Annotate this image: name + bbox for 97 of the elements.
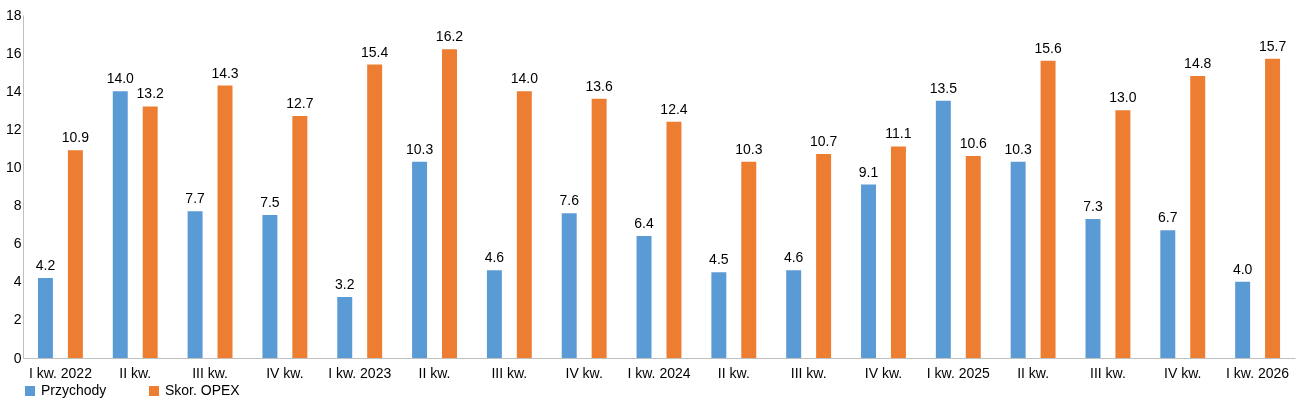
bar — [1160, 230, 1176, 358]
bar — [67, 150, 83, 358]
bar — [786, 270, 802, 358]
bar — [890, 146, 906, 358]
bar — [561, 213, 577, 358]
bar — [292, 115, 308, 358]
data-label: 10.3 — [1004, 140, 1032, 157]
data-label: 4.5 — [709, 251, 729, 268]
data-label: 7.5 — [260, 194, 280, 211]
data-label: 14.0 — [106, 70, 135, 87]
bar — [262, 215, 278, 358]
data-label: 15.6 — [1034, 39, 1062, 56]
bar — [1115, 110, 1131, 358]
bar — [112, 91, 128, 358]
bar — [935, 100, 951, 358]
data-label: 15.7 — [1258, 37, 1287, 54]
x-tick-label: IV kw. — [266, 364, 304, 381]
x-tick-label: II kw. — [119, 364, 152, 381]
bar — [816, 154, 832, 358]
x-tick-label: III kw. — [790, 364, 827, 381]
y-tick-label: 10 — [5, 158, 22, 175]
data-label: 12.7 — [286, 94, 314, 111]
bar — [965, 156, 981, 358]
data-label: 16.2 — [435, 28, 464, 45]
x-tick-label: II kw. — [418, 364, 451, 381]
data-label: 4.6 — [783, 249, 804, 266]
data-label: 4.6 — [484, 249, 505, 266]
bar — [1190, 75, 1206, 358]
bar — [486, 270, 502, 358]
legend-label: Przychody — [41, 382, 107, 398]
data-label: 10.3 — [405, 140, 434, 157]
bar — [1265, 58, 1281, 358]
bar — [142, 106, 158, 358]
bar — [861, 184, 876, 358]
bar — [1010, 161, 1026, 358]
data-label: 10.3 — [735, 140, 763, 157]
data-label: 4.0 — [1232, 260, 1253, 277]
data-label: 13.5 — [929, 79, 958, 96]
data-label: 14.3 — [211, 64, 239, 81]
bar — [187, 211, 203, 358]
bar — [1040, 60, 1056, 358]
bar — [636, 236, 652, 358]
x-tick-label: II kw. — [1017, 364, 1050, 381]
legend-label: Skor. OPEX — [165, 382, 241, 398]
bar — [1235, 281, 1251, 358]
data-label: 10.7 — [809, 133, 838, 150]
x-tick-label: III kw. — [192, 364, 228, 381]
bar — [591, 98, 607, 358]
y-tick-label: 12 — [5, 120, 22, 137]
x-tick-label: I kw. 2025 — [926, 364, 991, 381]
bar — [442, 49, 457, 358]
data-label: 7.7 — [185, 190, 206, 207]
x-tick-label: I kw. 2024 — [627, 364, 691, 381]
x-tick-label: IV kw. — [1164, 364, 1202, 381]
y-tick-label: 16 — [5, 44, 22, 61]
y-tick-label: 18 — [5, 6, 22, 23]
data-label: 7.6 — [559, 192, 580, 209]
x-tick-label: II kw. — [717, 364, 750, 381]
data-label: 14.8 — [1184, 54, 1212, 71]
data-label: 10.9 — [61, 129, 90, 146]
bar — [1085, 218, 1101, 358]
data-label: 9.1 — [858, 163, 879, 180]
bar — [516, 91, 532, 358]
data-label: 6.7 — [1158, 209, 1178, 226]
x-tick-label: I kw. 2023 — [328, 364, 392, 381]
bar — [337, 297, 353, 358]
data-label: 6.4 — [634, 215, 654, 232]
bar — [367, 64, 383, 358]
x-tick-label: I kw. 2026 — [1226, 364, 1290, 381]
data-label: 12.4 — [660, 100, 688, 117]
x-tick-label: I kw. 2022 — [28, 364, 93, 381]
bar — [412, 161, 428, 358]
x-tick-label: III kw. — [1090, 364, 1126, 381]
data-label: 15.4 — [361, 43, 389, 60]
data-label: 13.0 — [1109, 89, 1137, 106]
bar — [711, 272, 727, 358]
y-tick-label: 8 — [13, 197, 22, 214]
y-tick-label: 4 — [13, 273, 22, 290]
bar — [741, 161, 757, 358]
data-label: 10.6 — [959, 135, 988, 152]
data-label: 7.3 — [1083, 197, 1103, 214]
x-tick-label: IV kw. — [565, 364, 603, 381]
data-label: 13.2 — [136, 85, 165, 102]
y-tick-label: 0 — [13, 349, 22, 366]
bar — [37, 277, 53, 358]
data-label: 14.0 — [510, 70, 539, 87]
y-tick-label: 2 — [13, 311, 22, 328]
x-tick-label: III kw. — [491, 364, 528, 381]
data-label: 11.1 — [885, 125, 912, 142]
y-tick-label: 6 — [13, 235, 22, 252]
y-tick-label: 14 — [5, 82, 22, 99]
data-label: 3.2 — [335, 276, 355, 293]
x-tick-label: IV kw. — [864, 364, 903, 381]
data-label: 4.2 — [35, 256, 56, 273]
bar — [666, 121, 682, 358]
data-label: 13.6 — [585, 77, 613, 94]
bar — [217, 85, 233, 358]
